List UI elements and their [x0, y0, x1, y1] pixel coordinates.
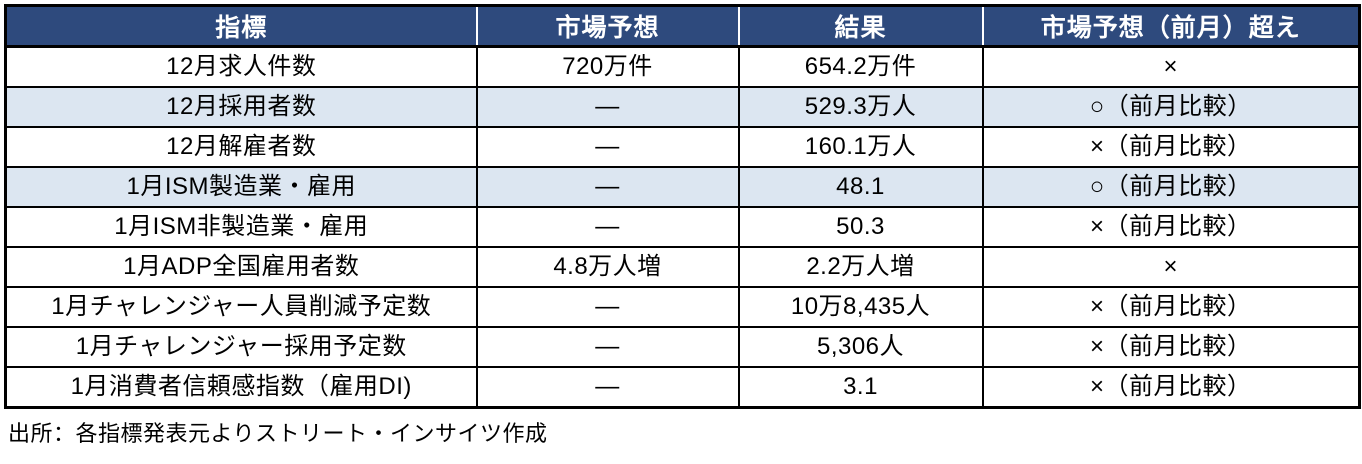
table-row: 1月ISM製造業・雇用 ― 48.1 ○（前月比較）: [4, 166, 1361, 208]
forecast-cell: ―: [475, 366, 740, 409]
beat-cell: ×: [981, 45, 1361, 88]
source-note: 出所：各指標発表元よりストリート・インサイツ作成: [8, 421, 548, 446]
table-row: 1月チャレンジャー採用予定数 ― 5,306人 ×（前月比較）: [4, 326, 1361, 368]
result-cell: 2.2万人増: [737, 246, 984, 288]
forecast-cell: ―: [475, 206, 740, 248]
result-cell: 529.3万人: [737, 86, 984, 128]
forecast-cell: 720万件: [475, 45, 740, 88]
table-row: 1月ADP全国雇用者数 4.8万人増 2.2万人増 ×: [4, 246, 1361, 288]
table-row: 12月採用者数 ― 529.3万人 ○（前月比較）: [4, 86, 1361, 128]
forecast-cell: ―: [475, 166, 740, 208]
beat-cell: ×（前月比較）: [981, 206, 1361, 248]
forecast-cell: 4.8万人増: [475, 246, 740, 288]
result-cell: 160.1万人: [737, 126, 984, 168]
beat-cell: ○（前月比較）: [981, 166, 1361, 208]
result-cell: 3.1: [737, 366, 984, 409]
indicator-table-container: 指標 市場予想 結果 市場予想（前月）超え 12月求人件数 720万件 654.2万件 × 1…: [4, 4, 1361, 409]
beat-cell: ○（前月比較）: [981, 86, 1361, 128]
forecast-cell: ―: [475, 86, 740, 128]
result-cell: 50.3: [737, 206, 984, 248]
indicator-cell: 1月ISM製造業・雇用: [4, 166, 478, 208]
beat-cell: ×（前月比較）: [981, 366, 1361, 409]
result-cell: 10万8,435人: [737, 286, 984, 328]
indicator-cell: 1月ADP全国雇用者数: [4, 246, 478, 288]
column-header: 市場予想: [475, 5, 739, 48]
indicator-cell: 1月チャレンジャー採用予定数: [4, 326, 478, 368]
beat-cell: ×（前月比較）: [981, 286, 1361, 328]
table-row: 1月チャレンジャー人員削減予定数 ― 10万8,435人 ×（前月比較）: [4, 286, 1361, 328]
table-row: 12月解雇者数 ― 160.1万人 ×（前月比較）: [4, 126, 1361, 168]
column-header: 結果: [737, 5, 983, 48]
indicator-cell: 12月求人件数: [4, 45, 478, 88]
table-row: 1月ISM非製造業・雇用 ― 50.3 ×（前月比較）: [4, 206, 1361, 248]
indicator-cell: 12月解雇者数: [4, 126, 478, 168]
table-row: 1月消費者信頼感指数（雇用DI) ― 3.1 ×（前月比較）: [4, 366, 1361, 409]
beat-cell: ×（前月比較）: [981, 126, 1361, 168]
result-cell: 654.2万件: [737, 45, 984, 88]
beat-cell: ×: [981, 246, 1361, 288]
forecast-cell: ―: [475, 326, 740, 368]
beat-cell: ×（前月比較）: [981, 326, 1361, 368]
column-header: 指標: [5, 5, 477, 48]
indicator-cell: 1月ISM非製造業・雇用: [4, 206, 478, 248]
indicator-cell: 12月採用者数: [4, 86, 478, 128]
indicator-cell: 1月チャレンジャー人員削減予定数: [4, 286, 478, 328]
header-row: 指標 市場予想 結果 市場予想（前月）超え: [5, 5, 1360, 48]
column-header: 市場予想（前月）超え: [981, 5, 1360, 48]
indicator-cell: 1月消費者信頼感指数（雇用DI): [4, 366, 478, 409]
table-row: 12月求人件数 720万件 654.2万件 ×: [4, 45, 1361, 88]
result-cell: 48.1: [737, 166, 984, 208]
forecast-cell: ―: [475, 286, 740, 328]
table-body: 12月求人件数 720万件 654.2万件 × 12月採用者数 ― 529.3万人 ○（前月比…: [4, 45, 1361, 409]
indicator-table: 指標 市場予想 結果 市場予想（前月）超え 12月求人件数 720万件 654.2万件 × 1…: [4, 4, 1361, 409]
forecast-cell: ―: [475, 126, 740, 168]
result-cell: 5,306人: [737, 326, 984, 368]
